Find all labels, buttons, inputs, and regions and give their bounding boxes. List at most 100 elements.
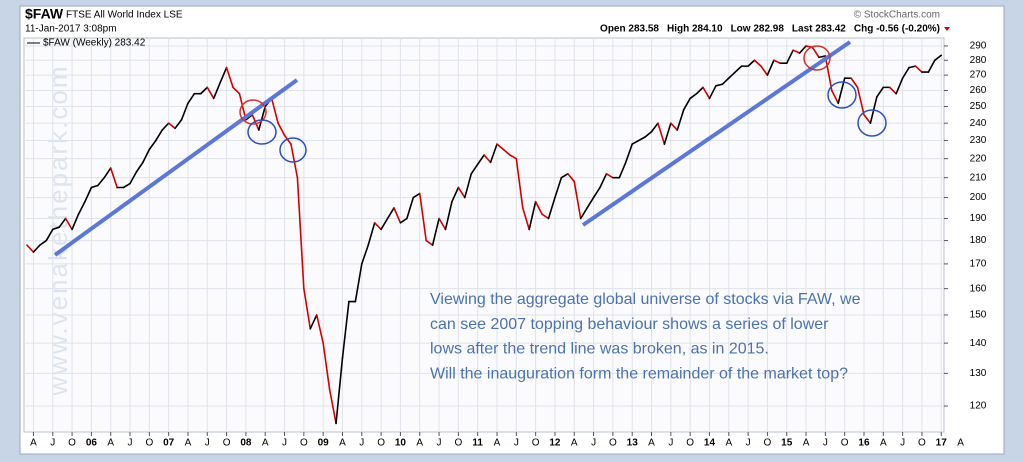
annotation-line: Viewing the aggregate global universe of…: [430, 291, 861, 308]
x-tick-label: 15: [781, 438, 793, 449]
price-segment: [708, 85, 717, 100]
x-tick-label: 06: [86, 438, 98, 449]
chart-title: FTSE All World Index LSE: [66, 10, 183, 21]
x-tick-label: A: [725, 438, 732, 449]
x-tick-label: 12: [549, 438, 561, 449]
price-segment: [599, 172, 608, 189]
price-segment: [380, 217, 389, 231]
x-tick-label: A: [416, 438, 423, 449]
price-segment: [103, 167, 112, 179]
price-segment: [830, 89, 840, 105]
x-tick-label: J: [437, 438, 442, 449]
x-tick-label: O: [223, 438, 231, 449]
price-segment: [753, 59, 762, 67]
price-segment: [399, 217, 408, 224]
price-segment: [109, 167, 118, 189]
quote-field: Last 283.42: [792, 24, 846, 35]
price-segment: [663, 122, 672, 145]
price-segment: [122, 182, 131, 189]
x-tick-label: J: [823, 438, 828, 449]
x-tick-label: J: [900, 438, 905, 449]
price-segment: [26, 244, 35, 253]
x-tick-label: A: [648, 438, 655, 449]
price-segment: [219, 66, 228, 84]
price-segment: [785, 49, 794, 64]
annotation-line: lows after the trend line was broken, as…: [430, 341, 769, 358]
y-tick-label: 150: [970, 310, 987, 321]
quote-field: High 284.10: [667, 24, 723, 35]
price-segment: [464, 172, 473, 199]
quote-field: Low 282.98: [731, 24, 785, 35]
price-segment: [354, 263, 363, 303]
price-segment: [148, 139, 157, 151]
price-segment: [895, 77, 904, 95]
x-tick-label: A: [571, 438, 578, 449]
price-segment: [521, 207, 530, 231]
x-tick-label: 11: [472, 438, 483, 449]
x-tick-label: 10: [395, 438, 407, 449]
price-segment: [734, 65, 743, 73]
price-segment: [644, 130, 653, 138]
highlight-circle: [803, 45, 831, 71]
x-tick-label: A: [803, 438, 810, 449]
trend-line: [53, 78, 299, 257]
price-segment: [876, 86, 885, 98]
y-tick-label: 250: [970, 101, 987, 112]
price-segment: [232, 86, 241, 95]
price-segment: [624, 143, 634, 164]
price-segment: [360, 244, 370, 265]
price-segment: [605, 172, 614, 179]
price-segment: [798, 45, 807, 54]
price-segment: [682, 97, 691, 111]
price-segment: [142, 148, 151, 164]
price-segment: [534, 200, 543, 216]
price-segment: [206, 86, 215, 100]
y-tick-label: 140: [970, 338, 987, 349]
price-segment: [438, 217, 447, 231]
price-segment: [39, 239, 48, 246]
price-segment: [71, 213, 80, 231]
date: 11-Jan-2017 3:08pm: [25, 24, 117, 35]
x-tick-label: J: [514, 438, 519, 449]
x-tick-label: O: [145, 438, 153, 449]
price-segment: [290, 143, 299, 179]
x-tick-label: A: [30, 438, 37, 449]
price-segment: [528, 200, 537, 231]
price-segment: [174, 118, 183, 130]
price-segment: [277, 122, 286, 137]
price-segment: [212, 81, 221, 100]
price-segment: [901, 66, 910, 79]
y-tick-label: 160: [970, 283, 987, 294]
price-segment: [322, 342, 331, 391]
price-segment: [251, 113, 260, 131]
x-tick-label: J: [746, 438, 751, 449]
x-tick-label: 16: [858, 438, 870, 449]
price-segment: [315, 314, 324, 344]
price-segment: [341, 300, 350, 359]
price-segment: [225, 66, 234, 89]
x-tick-label: A: [494, 438, 501, 449]
y-tick-label: 170: [970, 259, 987, 270]
price-segment: [631, 139, 640, 145]
price-segment: [489, 143, 498, 164]
legend-entry: $FAW (Weekly) 283.42: [43, 38, 146, 49]
price-segment: [167, 122, 176, 130]
price-segment: [554, 176, 563, 199]
price-segment: [515, 157, 524, 209]
price-segment: [406, 196, 415, 220]
price-segment: [618, 161, 627, 179]
x-tick-label: O: [686, 438, 694, 449]
price-segment: [811, 46, 820, 59]
price-segment: [637, 136, 646, 142]
price-segment: [727, 71, 737, 79]
price-segment: [856, 86, 865, 116]
price-segment: [367, 222, 376, 246]
source: © StockCharts.com: [854, 10, 940, 21]
price-segment: [914, 65, 923, 73]
y-tick-label: 290: [970, 41, 987, 52]
symbol: $FAW: [25, 6, 64, 22]
price-segment: [386, 207, 395, 220]
price-segment: [888, 86, 897, 95]
y-tick-label: 190: [970, 213, 987, 224]
